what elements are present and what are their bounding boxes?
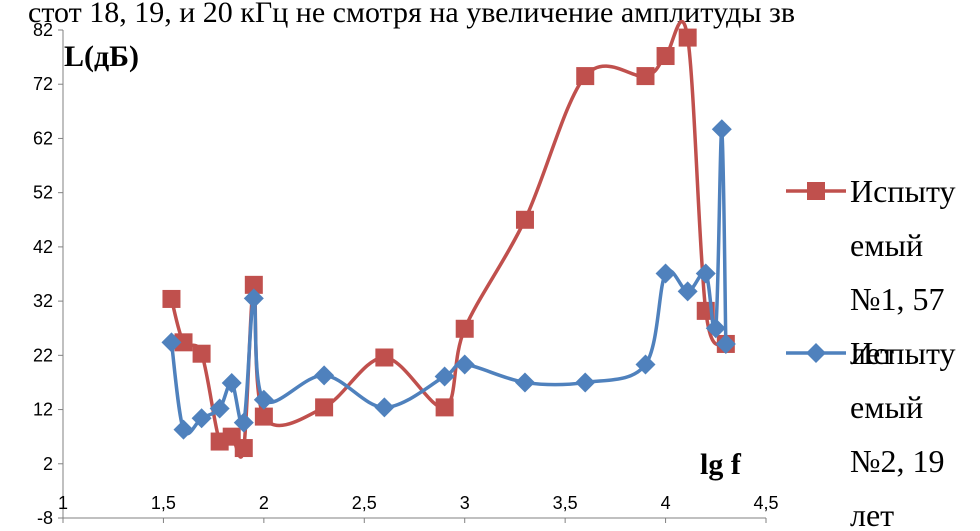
series-1-point bbox=[315, 398, 334, 417]
series-2-point bbox=[655, 263, 676, 284]
legend-label-2: Испыту bbox=[850, 335, 956, 371]
x-tick-label: 3,5 bbox=[553, 493, 578, 513]
series-2-point bbox=[575, 372, 596, 393]
y-tick-label: 82 bbox=[33, 20, 53, 40]
series-2-point bbox=[635, 354, 656, 375]
legend-label-1: №1, 57 bbox=[850, 281, 945, 317]
series-2-point bbox=[209, 398, 230, 419]
y-axis-label: L(дБ) bbox=[64, 40, 139, 73]
series-2-point bbox=[374, 397, 395, 418]
x-tick-label: 2,5 bbox=[352, 493, 377, 513]
series-2-point bbox=[173, 419, 194, 440]
legend-label-2: лет bbox=[850, 497, 894, 531]
series-2-point bbox=[434, 366, 455, 387]
legend-marker-2 bbox=[806, 343, 826, 363]
y-tick-label: 22 bbox=[33, 345, 53, 365]
series-2-point bbox=[715, 333, 736, 354]
series-1-point bbox=[515, 210, 534, 229]
x-tick-label: 1,5 bbox=[151, 493, 176, 513]
series-1-point bbox=[435, 398, 454, 417]
y-tick-label: 2 bbox=[43, 454, 53, 474]
series-2-point bbox=[705, 318, 726, 339]
x-tick-label: 4 bbox=[661, 493, 671, 513]
plot-area: -8 2 12 22 32 42 52 62 72 82 1 1,5 2 2,5 3 3,5 4 4,5 bbox=[33, 19, 779, 528]
legend-marker-1 bbox=[807, 182, 825, 200]
series-2-point bbox=[677, 281, 698, 302]
series-1-point bbox=[244, 275, 263, 294]
series-2-point bbox=[695, 263, 716, 284]
y-tick-label: 12 bbox=[33, 400, 53, 420]
header-text-fragment: стот 18, 19, и 20 кГц не смотря на увели… bbox=[28, 0, 795, 29]
x-tick-label: 4,5 bbox=[753, 493, 778, 513]
series-1-point bbox=[234, 439, 253, 458]
series-2-point bbox=[161, 332, 182, 353]
series-1-point bbox=[174, 333, 193, 352]
series-2-point bbox=[191, 408, 212, 429]
y-tick-label: 42 bbox=[33, 237, 53, 257]
x-axis-label: lg f bbox=[700, 448, 742, 481]
series-2-point bbox=[454, 354, 475, 375]
series-1-point bbox=[192, 344, 211, 363]
y-tick-label: 72 bbox=[33, 74, 53, 94]
series-2-point bbox=[243, 288, 264, 309]
series-1-point bbox=[254, 407, 273, 426]
series-1 bbox=[162, 19, 735, 459]
legend-label-2: емый bbox=[850, 389, 923, 425]
legend-label-1: Испыту bbox=[850, 173, 956, 209]
series-2-point bbox=[514, 372, 535, 393]
series-1-line bbox=[169, 19, 728, 459]
series-1-point bbox=[636, 67, 655, 86]
series-2-point bbox=[233, 412, 254, 433]
series-2-point bbox=[314, 365, 335, 386]
x-tick-label: 3 bbox=[460, 493, 470, 513]
legend-label-2: №2, 19 bbox=[850, 443, 945, 479]
legend-label-1: лет bbox=[850, 335, 894, 371]
y-tick-label: 52 bbox=[33, 183, 53, 203]
y-tick-label: -8 bbox=[37, 508, 53, 528]
series-2-point bbox=[711, 119, 732, 140]
series-2-point bbox=[221, 372, 242, 393]
y-tick-label: 32 bbox=[33, 291, 53, 311]
x-tick-label: 2 bbox=[259, 493, 269, 513]
series-1-point bbox=[576, 67, 595, 86]
series-2 bbox=[161, 119, 736, 440]
series-1-point bbox=[455, 319, 474, 338]
series-1-point bbox=[162, 289, 181, 308]
series-1-point bbox=[375, 348, 394, 367]
series-2-point bbox=[253, 389, 274, 410]
series-1-point bbox=[678, 28, 697, 47]
legend-label-1: емый bbox=[850, 227, 923, 263]
series-1-point bbox=[656, 47, 675, 66]
x-tick-label: 1 bbox=[58, 493, 68, 513]
y-tick-label: 62 bbox=[33, 128, 53, 148]
